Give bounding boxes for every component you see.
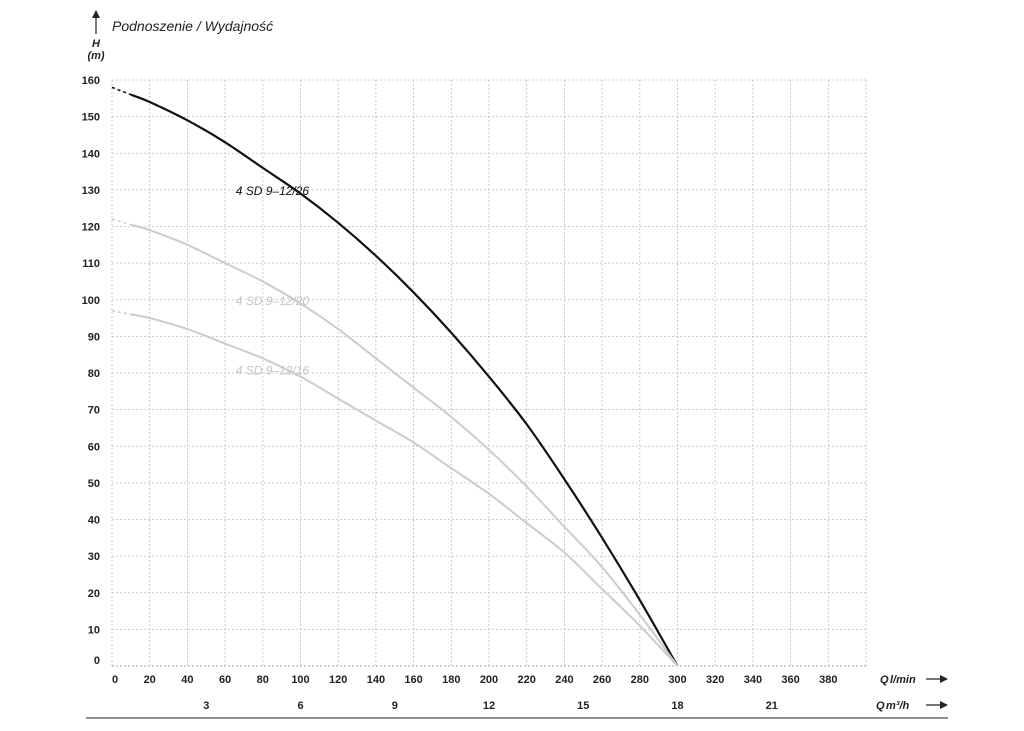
secondary-x-axis-unit: m³/h (886, 700, 910, 712)
x-tick-label: 40 (181, 674, 193, 686)
series-labels: 4 SD 9–12/26 4 SD 9–12/20 4 SD 9–12/16 (236, 184, 310, 377)
x-tick-label: 20 (144, 674, 156, 686)
x-axis-unit: l/min (890, 674, 916, 686)
chart-title: Podnoszenie / Wydajność (112, 18, 273, 34)
series-label: 4 SD 9–12/20 (236, 294, 310, 308)
y-tick-label: 150 (82, 112, 100, 124)
x-tick-label: 320 (706, 674, 724, 686)
y-tick-label: 100 (82, 295, 100, 307)
x-tick-label: 280 (631, 674, 649, 686)
y-tick-label: 110 (82, 258, 100, 270)
y-tick-label: 20 (88, 588, 100, 600)
y-tick-label: 30 (88, 551, 100, 563)
x-tick-label: 0 (112, 674, 118, 686)
y-tick-label: 40 (88, 515, 100, 527)
y-tick-label: 120 (82, 222, 100, 234)
series-label: 4 SD 9–12/16 (236, 363, 310, 377)
series-line (130, 223, 679, 667)
y-tick-label: 70 (88, 405, 100, 417)
y-tick-label: 10 (88, 624, 100, 636)
x-tick-label: 360 (781, 674, 799, 686)
series-start-dash (111, 218, 132, 226)
y-tick-label: 60 (88, 441, 100, 453)
secondary-x-axis-symbol: Q (876, 700, 885, 712)
x-tick-label: 220 (518, 674, 536, 686)
x-tick-label: 100 (291, 674, 309, 686)
x-tick-label: 260 (593, 674, 611, 686)
x-tick-label: 80 (257, 674, 269, 686)
axes: H (m) Podnoszenie / Wydajność Q l/min Q … (86, 10, 948, 719)
secondary-x-tick-label: 21 (766, 700, 778, 712)
series-start-dash (111, 86, 132, 96)
x-tick-label: 240 (555, 674, 573, 686)
series-start-dash (111, 309, 132, 316)
secondary-x-axis-arrow-head (940, 701, 948, 709)
x-tick-label: 60 (219, 674, 231, 686)
y-axis-unit: (m) (87, 50, 104, 62)
y-tick-label: 160 (82, 75, 100, 87)
secondary-x-tick-label: 18 (671, 700, 683, 712)
x-tick-label: 160 (404, 674, 422, 686)
secondary-x-tick-label: 9 (392, 700, 398, 712)
y-tick-label: 130 (82, 185, 100, 197)
secondary-x-tick-label: 15 (577, 700, 589, 712)
y-axis-symbol: H (92, 38, 101, 50)
grid (111, 79, 867, 667)
x-tick-label: 140 (367, 674, 385, 686)
x-tick-label: 120 (329, 674, 347, 686)
secondary-x-tick-label: 3 (203, 700, 209, 712)
x-tick-label: 380 (819, 674, 837, 686)
secondary-x-tick-label: 6 (297, 700, 303, 712)
x-axis-arrow-head (940, 675, 948, 683)
x-tick-label: 200 (480, 674, 498, 686)
series-label: 4 SD 9–12/26 (236, 184, 310, 198)
y-tick-label: 0 (94, 655, 100, 667)
x-tick-label: 340 (744, 674, 762, 686)
secondary-x-tick-label: 12 (483, 700, 495, 712)
tick-labels: 0102030405060708090100110120130140150160… (82, 75, 838, 712)
y-axis-arrow-head (92, 10, 100, 18)
y-tick-label: 50 (88, 478, 100, 490)
x-tick-label: 180 (442, 674, 460, 686)
x-tick-label: 300 (668, 674, 686, 686)
y-tick-label: 80 (88, 368, 100, 380)
series-line (130, 313, 679, 667)
x-axis-symbol: Q (880, 674, 889, 686)
y-tick-label: 90 (88, 331, 100, 343)
series (111, 86, 679, 667)
y-tick-label: 140 (82, 148, 100, 160)
series-line (130, 93, 679, 667)
